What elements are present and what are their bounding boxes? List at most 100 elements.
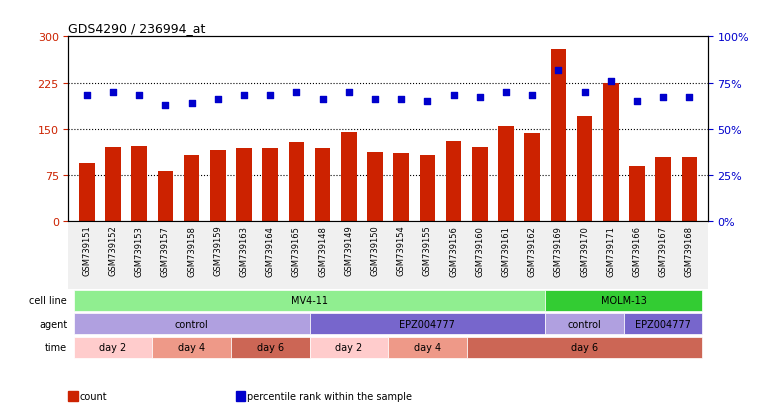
Text: MV4-11: MV4-11 <box>291 296 328 306</box>
Point <box>133 93 145 100</box>
Text: day 2: day 2 <box>100 342 126 353</box>
FancyBboxPatch shape <box>74 337 152 358</box>
Bar <box>472 148 488 222</box>
Point <box>212 97 224 103</box>
Text: day 4: day 4 <box>414 342 441 353</box>
Text: GSM739154: GSM739154 <box>396 225 406 276</box>
Bar <box>393 154 409 222</box>
Bar <box>236 149 252 222</box>
FancyBboxPatch shape <box>231 337 310 358</box>
Bar <box>577 117 593 222</box>
Bar <box>629 166 645 222</box>
Point <box>317 97 329 103</box>
Text: GDS4290 / 236994_at: GDS4290 / 236994_at <box>68 21 206 35</box>
Point <box>657 95 669 101</box>
Point <box>107 89 119 96</box>
Point <box>526 93 538 100</box>
Text: GSM739157: GSM739157 <box>161 225 170 276</box>
Text: GSM739153: GSM739153 <box>135 225 144 276</box>
Point <box>238 93 250 100</box>
Point <box>473 95 486 101</box>
Bar <box>158 171 174 222</box>
FancyBboxPatch shape <box>546 290 702 311</box>
Text: day 6: day 6 <box>571 342 598 353</box>
Text: GSM739164: GSM739164 <box>266 225 275 276</box>
Text: EPZ004777: EPZ004777 <box>635 319 691 329</box>
FancyBboxPatch shape <box>388 337 466 358</box>
Text: day 4: day 4 <box>178 342 205 353</box>
Point <box>631 98 643 105</box>
Text: control: control <box>175 319 209 329</box>
Bar <box>288 143 304 222</box>
FancyBboxPatch shape <box>310 313 546 335</box>
Bar <box>341 133 357 222</box>
FancyBboxPatch shape <box>152 337 231 358</box>
Text: GSM739162: GSM739162 <box>527 225 537 276</box>
Point <box>605 78 617 85</box>
Point <box>291 89 303 96</box>
Text: GSM739169: GSM739169 <box>554 225 563 276</box>
Bar <box>550 50 566 222</box>
Text: GSM739161: GSM739161 <box>501 225 511 276</box>
Point <box>342 89 355 96</box>
Bar <box>419 155 435 222</box>
Point <box>500 89 512 96</box>
Bar <box>524 134 540 222</box>
Text: cell line: cell line <box>30 296 67 306</box>
FancyBboxPatch shape <box>74 290 546 311</box>
Text: day 6: day 6 <box>256 342 284 353</box>
Bar <box>603 83 619 222</box>
Point <box>578 89 591 96</box>
Text: GSM739149: GSM739149 <box>344 225 353 276</box>
Text: GSM739155: GSM739155 <box>423 225 432 276</box>
Bar <box>210 151 226 222</box>
Bar <box>132 147 147 222</box>
Text: day 2: day 2 <box>335 342 362 353</box>
Point <box>422 98 434 105</box>
Point <box>447 93 460 100</box>
Text: GSM739158: GSM739158 <box>187 225 196 276</box>
Text: GSM739151: GSM739151 <box>82 225 91 276</box>
FancyBboxPatch shape <box>74 313 310 335</box>
Text: EPZ004777: EPZ004777 <box>400 319 455 329</box>
Text: GSM739170: GSM739170 <box>580 225 589 276</box>
Text: GSM739166: GSM739166 <box>632 225 642 276</box>
Text: GSM739160: GSM739160 <box>476 225 484 276</box>
Point <box>395 97 407 103</box>
Text: time: time <box>45 342 67 353</box>
Text: GSM739168: GSM739168 <box>685 225 694 276</box>
Bar <box>183 155 199 222</box>
FancyBboxPatch shape <box>624 313 702 335</box>
Text: count: count <box>80 392 107 401</box>
Bar <box>498 126 514 222</box>
Text: GSM739148: GSM739148 <box>318 225 327 276</box>
Text: GSM739163: GSM739163 <box>240 225 249 276</box>
Point <box>683 95 696 101</box>
Text: GSM739150: GSM739150 <box>371 225 380 276</box>
Bar <box>682 157 697 222</box>
FancyBboxPatch shape <box>546 313 624 335</box>
Bar <box>79 163 94 222</box>
Point <box>81 93 93 100</box>
Bar <box>446 142 461 222</box>
Point <box>264 93 276 100</box>
Text: control: control <box>568 319 601 329</box>
Text: percentile rank within the sample: percentile rank within the sample <box>247 392 412 401</box>
Bar <box>105 148 121 222</box>
Text: MOLM-13: MOLM-13 <box>601 296 647 306</box>
Text: GSM739171: GSM739171 <box>607 225 616 276</box>
FancyBboxPatch shape <box>466 337 702 358</box>
Point <box>552 67 565 74</box>
Text: agent: agent <box>39 319 67 329</box>
Bar <box>655 157 671 222</box>
Point <box>369 97 381 103</box>
FancyBboxPatch shape <box>310 337 388 358</box>
Bar <box>315 149 330 222</box>
Bar <box>367 153 383 222</box>
Text: GSM739167: GSM739167 <box>659 225 667 276</box>
Text: GSM739156: GSM739156 <box>449 225 458 276</box>
Text: GSM739159: GSM739159 <box>213 225 222 276</box>
Point <box>186 100 198 107</box>
Text: GSM739152: GSM739152 <box>109 225 117 276</box>
Bar <box>263 149 278 222</box>
